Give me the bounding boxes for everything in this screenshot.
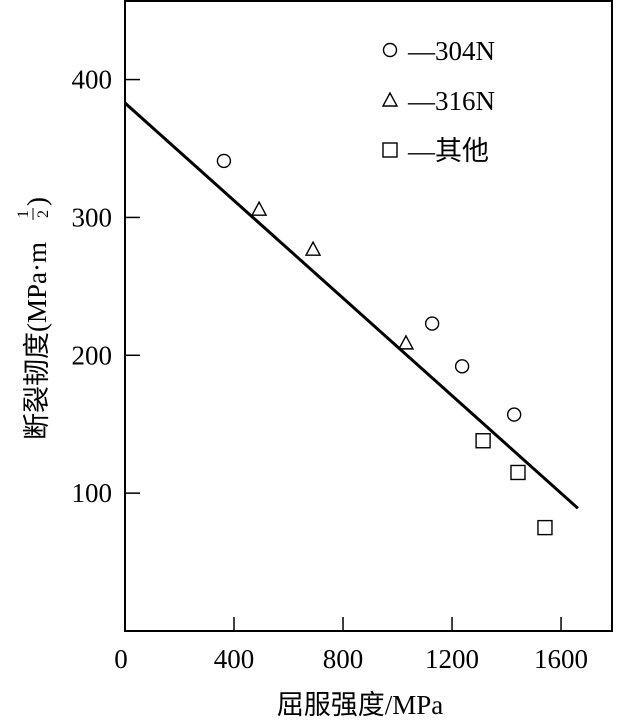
y-axis-label: 断裂韧度(MPa·m 1 2 ) xyxy=(15,197,52,440)
data-points xyxy=(123,101,579,536)
x-tick-label: 0 xyxy=(114,644,128,674)
legend-label: —316N xyxy=(407,86,495,116)
point-triangle xyxy=(304,240,322,256)
x-tick-label: 1600 xyxy=(534,644,588,674)
point-triangle xyxy=(250,200,268,216)
legend-label: —304N xyxy=(407,36,495,66)
point-square xyxy=(537,519,553,536)
x-tick-label: 400 xyxy=(214,644,255,674)
point-circle xyxy=(216,153,232,169)
axes xyxy=(124,0,613,632)
y-axis-label-exp-num: 1 xyxy=(15,210,32,218)
legend-marker-circle xyxy=(382,42,398,58)
point-square xyxy=(475,433,491,449)
x-tick-label: 1200 xyxy=(425,644,479,674)
y-tick-label: 300 xyxy=(72,202,113,232)
point-square xyxy=(510,464,526,481)
point-circle xyxy=(424,316,440,331)
y-axis-label-main: 断裂韧度(MPa·m xyxy=(22,242,52,440)
plot-frame xyxy=(124,0,613,632)
y-axis-label-close: ) xyxy=(22,197,52,206)
y-tick-label: 200 xyxy=(72,340,113,370)
y-tick-label: 400 xyxy=(72,65,113,95)
y-tick-label: 100 xyxy=(72,478,113,508)
fit-line xyxy=(123,101,579,510)
point-circle xyxy=(506,407,522,422)
x-tick-label: 800 xyxy=(323,644,364,674)
x-axis-label: 屈服强度/MPa xyxy=(277,690,444,720)
y-axis-label-exp-den: 2 xyxy=(35,210,52,218)
point-triangle xyxy=(397,334,415,350)
legend-marker-triangle xyxy=(381,91,399,107)
legend-marker-square xyxy=(382,142,398,158)
point-circle xyxy=(454,359,470,374)
legend-label: —其他 xyxy=(407,136,489,166)
legend: —304N —316N —其他 xyxy=(381,36,495,166)
ticks: 0 400 800 1200 1600 100 200 300 400 xyxy=(72,65,589,674)
